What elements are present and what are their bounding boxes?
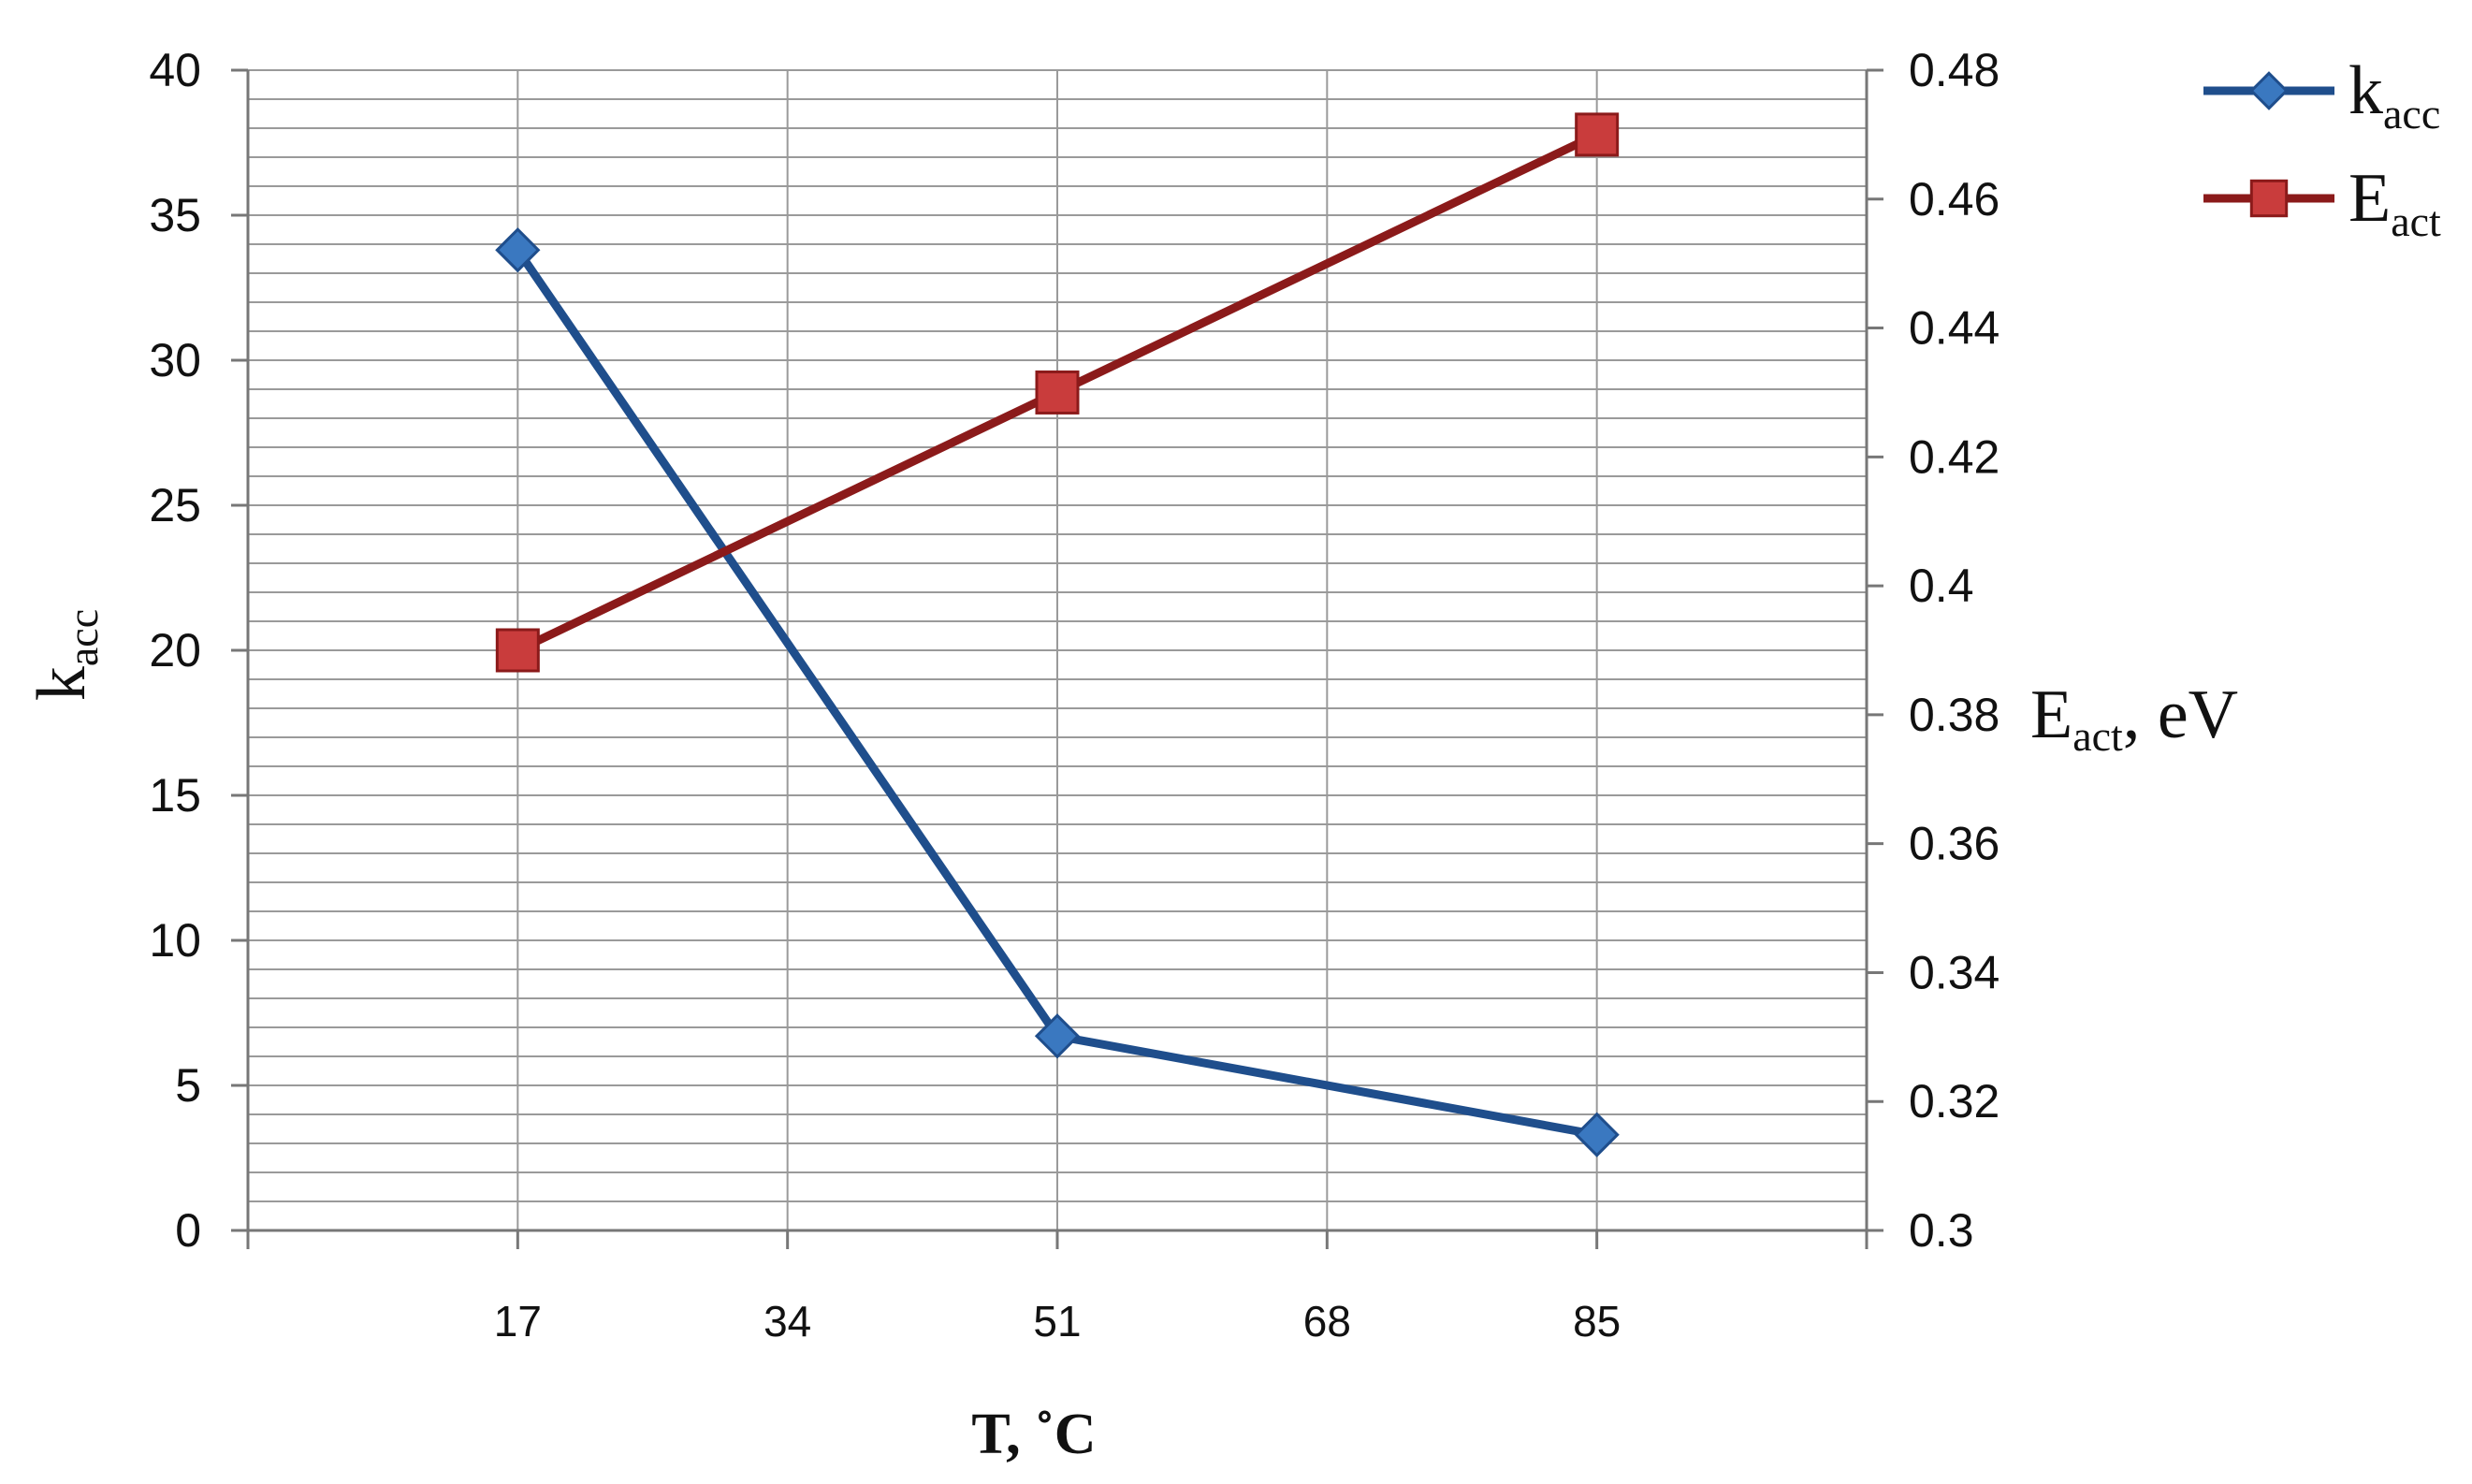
- y-left-tick-label: 40: [149, 44, 201, 96]
- y-right-tick-label: 0.4: [1909, 560, 1974, 612]
- y-right-tick-label: 0.48: [1909, 44, 1999, 96]
- y-right-tick-label: 0.36: [1909, 818, 1999, 870]
- eact-point-marker: [1575, 112, 1620, 157]
- legend-label: Eact: [2348, 160, 2441, 245]
- kacc-point-marker: [495, 227, 541, 273]
- y-left-tick-label: 25: [149, 479, 201, 531]
- y-axis-right-title: Eact, eV: [2030, 677, 2238, 760]
- x-tick-label: 17: [494, 1297, 542, 1346]
- y-right-tick-label: 0.44: [1909, 302, 1999, 355]
- y-left-tick-label: 10: [149, 914, 201, 967]
- x-tick-label: 85: [1573, 1297, 1621, 1346]
- y-right-tick-label: 0.42: [1909, 430, 1999, 483]
- y-left-tick-label: 30: [149, 334, 201, 386]
- y-left-tick-label: 20: [149, 624, 201, 677]
- y-left-tick-label: 0: [175, 1204, 201, 1257]
- right-axis-ticks: 0.3 0.32 0.34 0.36 0.38 0.4 0.42 0.44 0.46 0.48: [1867, 44, 1999, 1257]
- y-left-tick-label: 35: [149, 189, 201, 241]
- eact-point-marker: [1035, 370, 1080, 415]
- y-axis-left-title: kacc: [23, 609, 107, 701]
- y-right-tick-label: 0.32: [1909, 1075, 1999, 1128]
- y-right-tick-label: 0.3: [1909, 1204, 1974, 1257]
- kacc-point-marker: [1034, 1013, 1081, 1059]
- legend-item-kacc: kacc: [2203, 52, 2440, 138]
- x-axis-title: T, ˚C: [971, 1403, 1096, 1466]
- x-tick-label: 51: [1033, 1297, 1081, 1346]
- y-right-tick-label: 0.34: [1909, 946, 1999, 998]
- x-tick-label: 68: [1303, 1297, 1351, 1346]
- legend-item-eact: Eact: [2203, 160, 2441, 245]
- y-left-tick-label: 5: [175, 1059, 201, 1112]
- left-axis-ticks: 0 5 10 15 20 25 30 35 40: [149, 44, 248, 1257]
- x-axis-ticks: 17 34 51 68 85: [246, 1230, 1869, 1346]
- legend-label: kacc: [2348, 52, 2440, 138]
- kacc-point-marker: [1574, 1112, 1620, 1157]
- y-left-tick-label: 15: [149, 769, 201, 822]
- kacc-point-marker: [2249, 71, 2289, 110]
- eact-point-marker: [2249, 179, 2289, 218]
- series-layer: [495, 112, 1620, 1157]
- y-right-tick-label: 0.38: [1909, 689, 1999, 741]
- eact-point-marker: [495, 628, 540, 673]
- legend: kacc Eact: [2203, 52, 2441, 245]
- x-tick-label: 34: [763, 1297, 811, 1346]
- y-right-tick-label: 0.46: [1909, 173, 1999, 226]
